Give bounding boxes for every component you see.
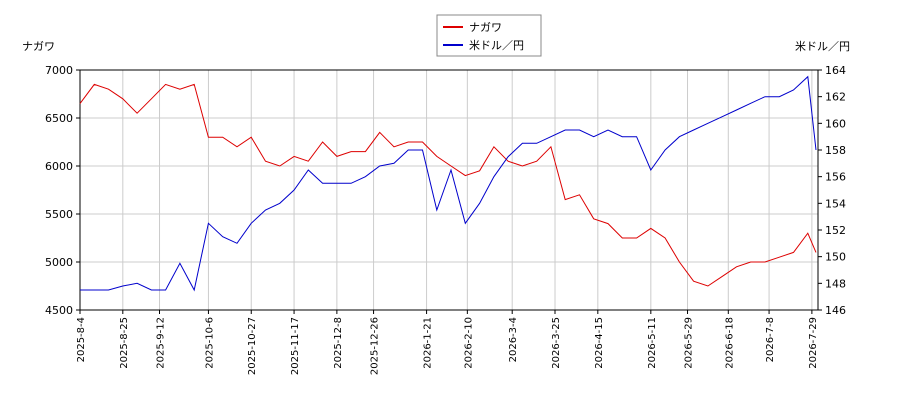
legend-label: 米ドル／円 [469, 39, 524, 52]
x-tick-label: 2026-5-11 [647, 317, 658, 369]
x-tick-label: 2025-10-6 [204, 317, 215, 369]
x-tick-label: 2025-12-8 [333, 317, 344, 369]
x-tick-label: 2026-3-25 [551, 317, 562, 369]
y2-tick-label: 154 [825, 197, 846, 210]
y-tick-label: 5000 [45, 256, 73, 269]
legend-label: ナガワ [469, 21, 502, 34]
x-tick-label: 2026-4-15 [594, 317, 605, 369]
y2-tick-label: 160 [825, 117, 846, 130]
y2-tick-label: 156 [825, 171, 846, 184]
y-tick-label: 7000 [45, 64, 73, 77]
y-tick-label: 6000 [45, 160, 73, 173]
x-tick-label: 2026-5-29 [684, 317, 695, 369]
y2-tick-label: 158 [825, 144, 846, 157]
x-tick-label: 2026-7-8 [765, 317, 776, 362]
x-tick-label: 2026-3-4 [508, 317, 519, 362]
x-tick-label: 2026-1-21 [423, 317, 434, 369]
x-tick-label: 2026-2-10 [463, 317, 474, 369]
x-tick-label: 2025-12-26 [370, 317, 381, 375]
plot-frame [79, 69, 819, 311]
x-tick-label: 2026-6-18 [724, 317, 735, 369]
y-tick-label: 4500 [45, 304, 73, 317]
y-axis-label: ナガワ [22, 40, 55, 53]
y2-axis-label: 米ドル／円 [795, 40, 850, 53]
y2-tick-label: 146 [825, 304, 846, 317]
y2-tick-label: 150 [825, 251, 846, 264]
y2-tick-label: 148 [825, 277, 846, 290]
legend-box [436, 14, 542, 57]
x-tick-label: 2025-8-4 [76, 317, 87, 362]
x-tick-label: 2025-11-17 [290, 317, 301, 375]
y-tick-label: 6500 [45, 112, 73, 125]
y2-tick-label: 152 [825, 224, 846, 237]
x-tick-label: 2025-10-27 [247, 317, 258, 375]
x-tick-label: 2025-9-12 [156, 317, 167, 369]
y2-tick-label: 162 [825, 91, 846, 104]
series-line [79, 83, 817, 287]
x-tick-label: 2025-8-25 [119, 317, 130, 369]
y2-tick-label: 164 [825, 64, 846, 77]
series-line [80, 75, 817, 292]
y-tick-label: 5500 [45, 208, 73, 221]
x-tick-label: 2026-7-29 [808, 317, 819, 369]
